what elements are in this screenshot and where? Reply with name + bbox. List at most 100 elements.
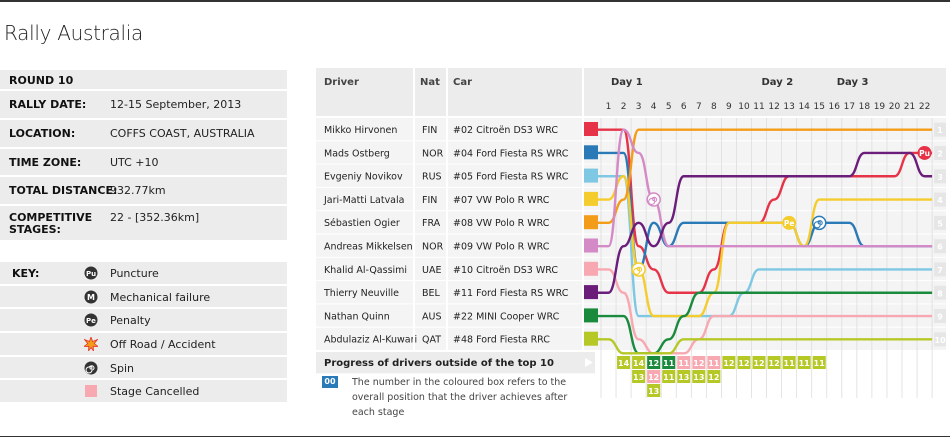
outside-position-label: 11 xyxy=(663,373,675,382)
driver-car: #05 Ford Fiesta RS WRC xyxy=(453,172,569,183)
info-value: 12-15 September, 2013 xyxy=(110,98,242,112)
key-label: Mechanical failure xyxy=(110,290,211,304)
driver-car: #48 Ford Fiesta RRC xyxy=(453,335,550,346)
rally-position-chart: Driver Nat Car Day 1 Day 2 Day 31 2 3 4 5 6 7 8 9 10 11… xyxy=(316,68,946,398)
key-row: Stage Cancelled xyxy=(0,380,287,405)
stage-number: 9 xyxy=(726,102,732,112)
driver-car: #10 Citroën DS3 WRC xyxy=(453,265,558,276)
outside-position-box xyxy=(707,356,721,369)
key-row: Spin xyxy=(0,356,287,381)
info-row: ROUND 10 xyxy=(0,70,287,92)
driver-nat: BEL xyxy=(422,288,441,299)
nat-header: Nat xyxy=(420,77,440,88)
driver-header: Driver xyxy=(324,77,359,88)
driver-nat: NOR xyxy=(422,242,444,253)
outside-position-box xyxy=(767,356,781,369)
outside-position-label: 11 xyxy=(678,359,690,368)
end-position-label: 9 xyxy=(937,313,943,322)
stage-number: 22 xyxy=(919,102,930,112)
end-position-label: 6 xyxy=(937,243,943,252)
end-position-label: 1 xyxy=(937,126,943,135)
position-box-sample: 00 xyxy=(322,376,338,388)
penalty-label: Pe xyxy=(784,219,795,228)
progress-label: Progress of drivers outside of the top 1… xyxy=(324,358,554,369)
driver-car: #08 VW Polo R WRC xyxy=(453,218,550,229)
outside-position-box xyxy=(692,370,706,383)
info-label: TIME ZONE: xyxy=(9,155,82,169)
driver-nat: FIN xyxy=(422,195,437,206)
outside-position-box xyxy=(737,356,751,369)
end-position-label: 7 xyxy=(937,266,943,275)
outside-position-label: 12 xyxy=(738,359,749,368)
stage-number: 16 xyxy=(829,102,841,112)
key-title: KEY: xyxy=(12,267,40,280)
outside-position-label: 13 xyxy=(693,373,704,382)
driver-name: Mikko Hirvonen xyxy=(324,125,397,136)
stage-number: 11 xyxy=(753,102,764,112)
info-row: COMPETITIVE STAGES: 22 - [352.36km] xyxy=(0,206,287,243)
stage-number: 1 xyxy=(606,102,612,112)
svg-text:Pe: Pe xyxy=(86,317,96,325)
outside-position-box xyxy=(722,356,736,369)
outside-position-label: 13 xyxy=(678,373,689,382)
outside-position-box xyxy=(812,356,826,369)
stage-number: 21 xyxy=(904,102,915,112)
column-divider xyxy=(582,68,584,351)
outside-position-box xyxy=(662,370,676,383)
key-label: Penalty xyxy=(110,314,151,328)
column-divider xyxy=(446,68,448,351)
end-position-box xyxy=(934,169,946,184)
driver-car: #11 Ford Fiesta RS WRC xyxy=(453,288,569,299)
info-row: RALLY DATE: 12-15 September, 2013 xyxy=(0,91,287,121)
end-position-box xyxy=(934,239,946,254)
spin-icon xyxy=(648,196,658,206)
stage-number: 7 xyxy=(696,102,702,112)
progress-row-bg xyxy=(316,352,595,374)
outside-position-box xyxy=(797,356,811,369)
key-label: Puncture xyxy=(110,267,159,280)
progress-arrow-icon xyxy=(585,358,593,367)
driver-nat: AUS xyxy=(422,311,441,322)
outside-position-label: 14 xyxy=(633,359,645,368)
column-divider xyxy=(413,68,415,351)
table-header-bg xyxy=(316,68,946,116)
key-label: Off Road / Accident xyxy=(110,338,216,352)
info-value: UTC +10 xyxy=(110,155,159,169)
outside-position-label: 11 xyxy=(784,359,796,368)
off-road-accident-icon xyxy=(84,337,98,352)
driver-position-line xyxy=(586,128,933,248)
bottom-rule xyxy=(0,436,950,437)
driver-nat: UAE xyxy=(422,265,441,276)
driver-name: Sébastien Ogier xyxy=(324,218,400,229)
outside-position-label: 14 xyxy=(618,359,630,368)
stage-number: 15 xyxy=(813,102,824,112)
driver-car: #07 VW Polo R WRC xyxy=(453,195,550,206)
driver-name: Khalid Al-Qassimi xyxy=(324,265,407,276)
key-row: Pe Penalty xyxy=(0,309,287,334)
end-position-box xyxy=(934,332,946,347)
stage-number: 17 xyxy=(844,102,855,112)
outside-position-box xyxy=(647,356,661,369)
key-row: M Mechanical failure xyxy=(0,285,287,310)
stage-number: 12 xyxy=(768,102,779,112)
position-note: The number in the coloured box refers to… xyxy=(352,377,568,418)
end-position-box xyxy=(934,285,946,300)
driver-name: Nathan Quinn xyxy=(324,311,390,322)
info-label: LOCATION: xyxy=(9,127,76,141)
stage-number: 10 xyxy=(738,102,750,112)
outside-position-box xyxy=(782,356,796,369)
end-position-box xyxy=(934,262,946,277)
stage-number: 2 xyxy=(621,102,627,112)
end-position-label: 10 xyxy=(935,336,946,345)
outside-position-label: 12 xyxy=(769,359,780,368)
rally-info-panel: ROUND 10 RALLY DATE: 12-15 September, 2013… xyxy=(0,70,287,243)
stage-number: 8 xyxy=(711,102,717,112)
driver-name: Thierry Neuville xyxy=(323,288,399,299)
driver-position-line xyxy=(585,268,933,355)
svg-text:M: M xyxy=(87,293,95,302)
outside-position-box xyxy=(617,356,631,369)
info-label: COMPETITIVE STAGES: xyxy=(9,211,93,237)
stage-number: 19 xyxy=(874,102,886,112)
spin-icon xyxy=(811,215,827,231)
outside-position-label: 13 xyxy=(633,373,644,382)
